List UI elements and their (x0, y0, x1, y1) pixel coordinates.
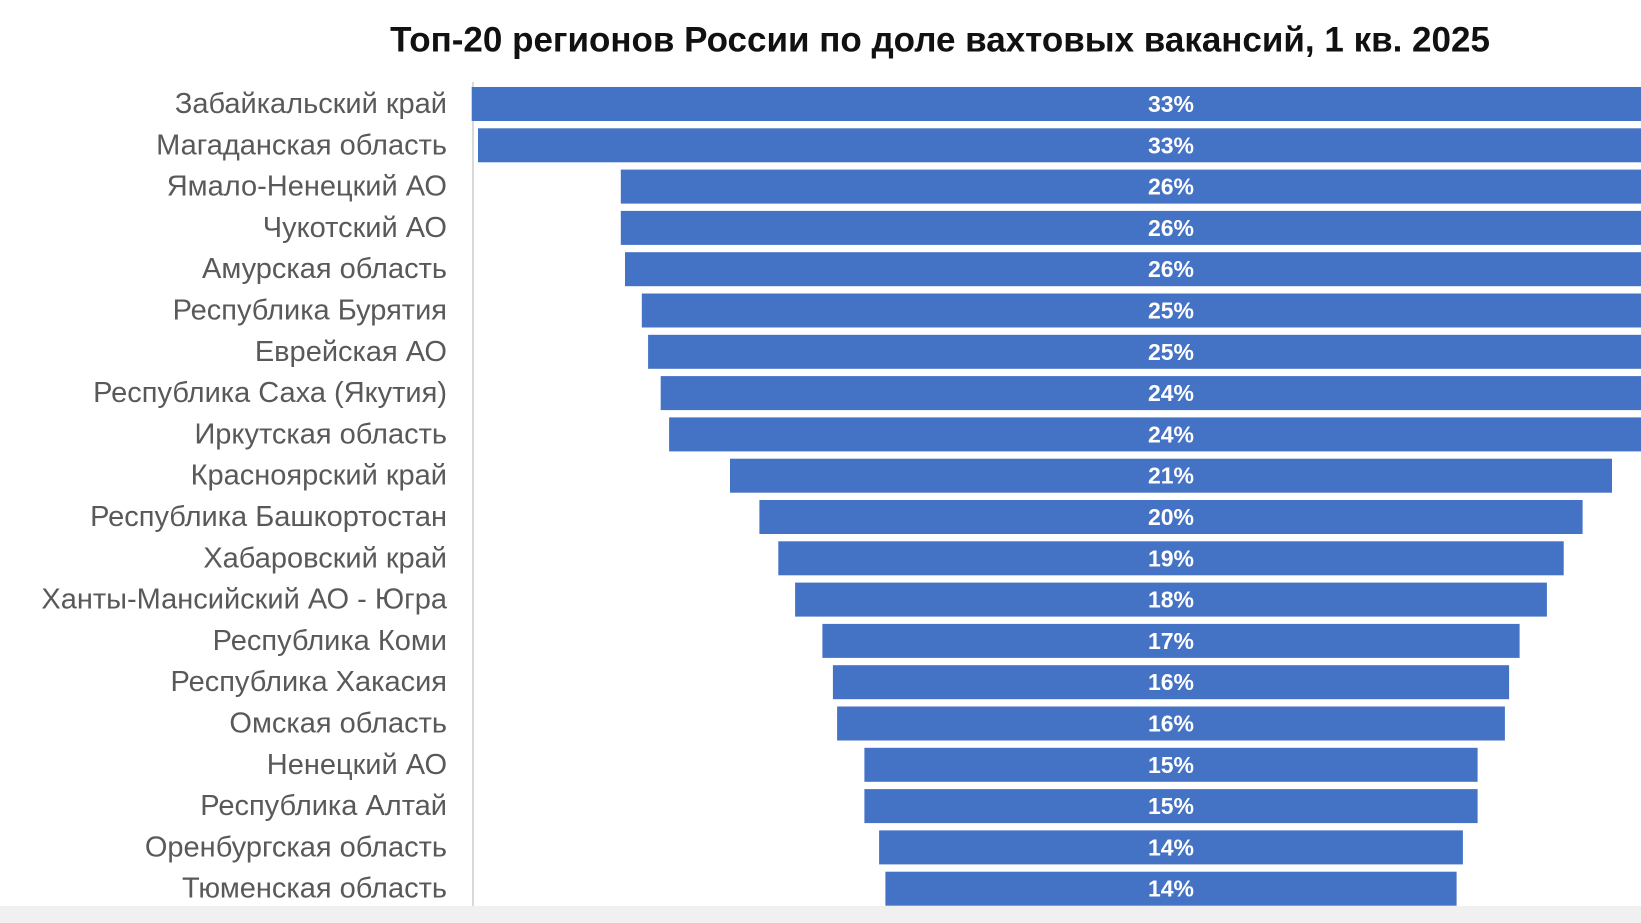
bar (837, 706, 1505, 741)
bar (620, 169, 1641, 204)
value-label: 26% (1148, 215, 1194, 241)
category-label: Оренбургская область (145, 831, 447, 863)
bar (795, 582, 1547, 617)
value-label: 26% (1148, 174, 1194, 200)
category-label: Иркутская область (194, 418, 447, 450)
category-label: Хабаровский край (203, 542, 447, 574)
value-label: 33% (1148, 91, 1194, 117)
category-label: Омская область (229, 708, 447, 740)
value-label: 21% (1148, 463, 1194, 489)
category-label: Тюменская область (182, 873, 447, 905)
bar (471, 87, 1641, 121)
value-label: 16% (1148, 711, 1194, 737)
bar (879, 830, 1463, 865)
category-label: Республика Бурятия (173, 295, 447, 327)
bar (641, 293, 1641, 328)
bar (730, 458, 1612, 493)
value-label: 15% (1148, 793, 1194, 819)
bar (832, 665, 1510, 700)
value-label: 14% (1148, 876, 1194, 902)
value-label: 15% (1148, 752, 1194, 778)
category-label: Республика Саха (Якутия) (93, 377, 447, 409)
category-label: Республика Башкортостан (90, 501, 447, 533)
category-label: Ханты-Мансийский АО - Югра (41, 584, 447, 616)
bar (778, 541, 1564, 576)
bar (759, 500, 1583, 534)
bar (864, 747, 1478, 782)
value-label: 14% (1148, 834, 1194, 860)
value-label: 20% (1148, 504, 1194, 530)
value-label: 19% (1148, 545, 1194, 571)
category-label: Красноярский край (191, 460, 447, 492)
value-label: 24% (1148, 421, 1194, 447)
category-label: Ненецкий АО (267, 749, 447, 781)
bottom-strip (0, 906, 1641, 923)
chart-title: Топ-20 регионов России по доле вахтовых … (390, 21, 1490, 60)
value-label: 25% (1148, 339, 1194, 365)
category-label: Республика Коми (213, 625, 447, 657)
bar (620, 210, 1641, 245)
bar (478, 128, 1641, 163)
value-label: 16% (1148, 669, 1194, 695)
bar (822, 623, 1520, 658)
value-label: 24% (1148, 380, 1194, 406)
category-label: Республика Алтай (200, 790, 447, 822)
bar (648, 334, 1641, 369)
category-label: Еврейская АО (255, 336, 447, 368)
bar (660, 376, 1641, 411)
category-label: Магаданская область (156, 129, 447, 161)
bar (885, 871, 1457, 906)
bar (864, 789, 1478, 824)
bar (669, 417, 1641, 452)
value-label: 26% (1148, 256, 1194, 282)
bar (625, 252, 1641, 287)
category-label: Забайкальский край (175, 88, 447, 120)
category-label: Амурская область (202, 253, 447, 285)
value-label: 33% (1148, 132, 1194, 158)
value-label: 17% (1148, 628, 1194, 654)
value-label: 18% (1148, 587, 1194, 613)
value-label: 25% (1148, 298, 1194, 324)
category-label: Ямало-Ненецкий АО (167, 171, 447, 203)
category-label: Республика Хакасия (171, 666, 448, 698)
category-label: Чукотский АО (263, 212, 447, 244)
